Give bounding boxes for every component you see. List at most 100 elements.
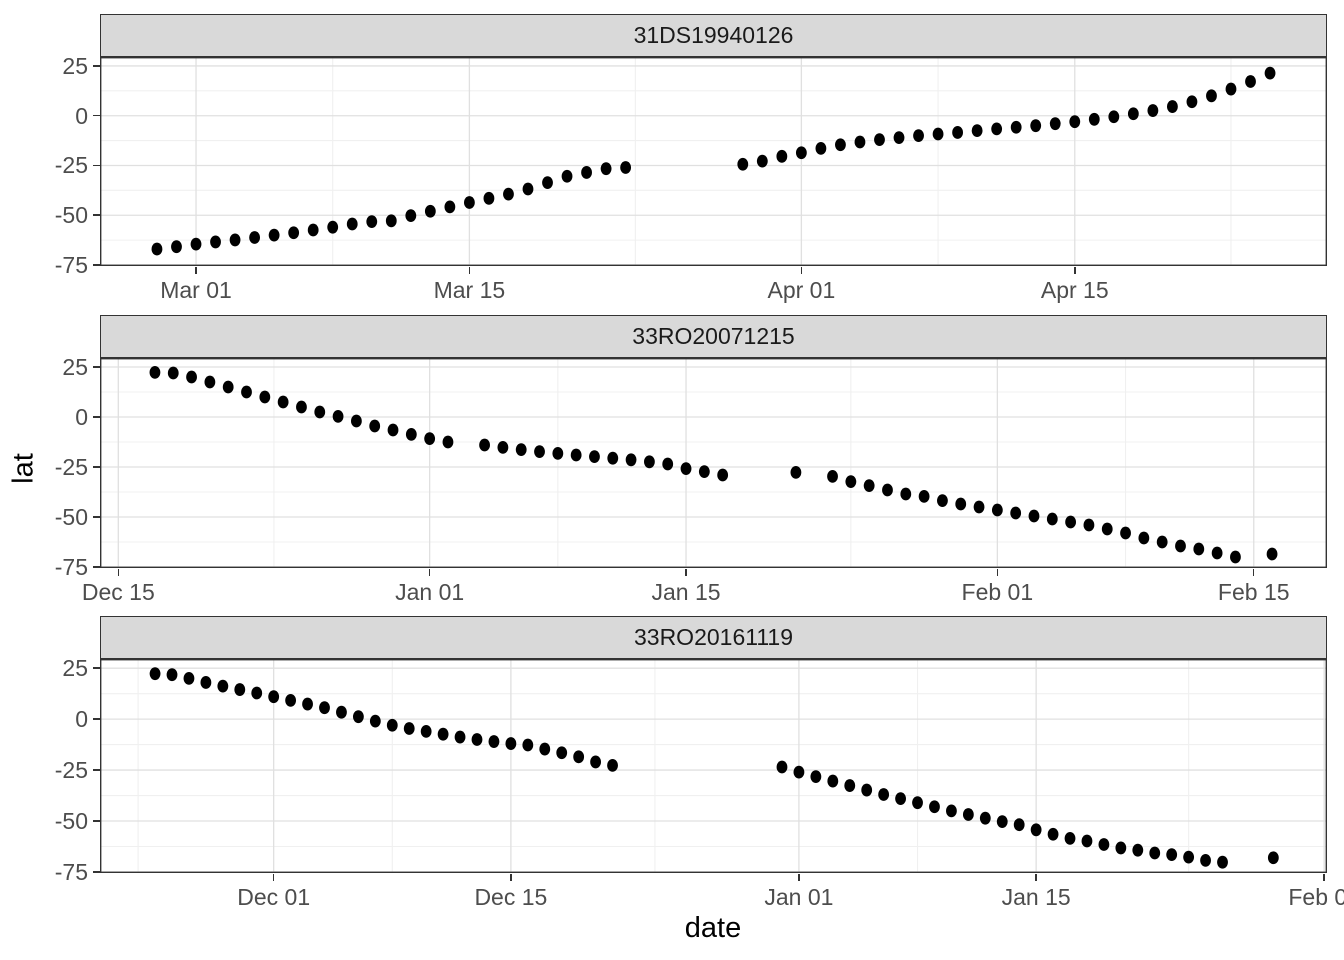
data-point: [327, 220, 339, 234]
data-point: [229, 233, 241, 247]
data-point: [644, 455, 655, 469]
data-point: [497, 441, 509, 454]
facet-plot-area-3: [100, 659, 1327, 873]
data-point: [369, 714, 381, 728]
x-tick-label: Mar 15: [433, 277, 506, 303]
data-point: [973, 500, 985, 514]
data-point: [955, 497, 967, 511]
y-tick-label: 25: [62, 52, 88, 79]
data-point: [991, 503, 1003, 517]
data-point: [810, 770, 822, 783]
y-tick-label: -50: [54, 808, 88, 835]
data-point: [827, 774, 839, 788]
y-tick-mark: [93, 466, 100, 468]
x-tick-label: Apr 15: [1040, 277, 1109, 303]
data-point: [1138, 531, 1150, 545]
data-point: [1217, 855, 1228, 869]
y-tick-label: -50: [54, 202, 88, 229]
data-point: [296, 400, 307, 414]
data-point: [405, 428, 417, 441]
data-point: [1069, 115, 1081, 129]
data-point: [979, 811, 991, 825]
data-point: [403, 722, 415, 735]
x-tick-label: Feb 01: [1288, 884, 1344, 910]
y-tick-mark: [93, 820, 100, 822]
data-point: [285, 693, 297, 707]
data-point: [405, 209, 417, 223]
y-tick-mark: [93, 871, 100, 873]
data-point: [556, 746, 568, 760]
x-tick-label: Feb 15: [1217, 579, 1290, 605]
y-tick-label: -75: [54, 554, 88, 580]
y-tick-mark: [93, 566, 100, 568]
data-point: [424, 432, 436, 445]
data-point: [151, 242, 163, 256]
data-point: [222, 380, 234, 394]
data-point: [918, 490, 930, 503]
data-point: [929, 800, 940, 814]
data-point: [962, 808, 974, 821]
facet-plot-area-2: [100, 358, 1327, 568]
y-tick-label: 0: [75, 404, 88, 430]
data-point: [861, 783, 873, 797]
data-point: [1065, 515, 1077, 529]
data-point: [352, 710, 364, 724]
x-tick-mark: [1074, 267, 1076, 274]
data-point: [503, 187, 514, 201]
data-point: [570, 448, 582, 462]
data-point: [845, 475, 857, 488]
data-point: [1028, 509, 1040, 523]
data-point: [1267, 851, 1279, 865]
data-point: [217, 679, 229, 693]
x-tick-mark: [510, 874, 512, 881]
data-point: [149, 667, 161, 681]
data-point: [900, 487, 912, 501]
data-point: [793, 765, 805, 779]
data-point: [149, 366, 161, 379]
y-tick-mark: [93, 164, 100, 167]
data-point: [1030, 119, 1042, 133]
x-axis-title: date: [684, 912, 742, 944]
data-point: [561, 169, 573, 183]
y-tick-mark: [93, 416, 100, 418]
data-point: [200, 676, 212, 689]
data-point: [573, 750, 585, 764]
data-point: [1147, 104, 1159, 117]
data-point: [542, 176, 553, 189]
data-point: [386, 718, 398, 732]
data-point: [190, 237, 202, 251]
x-tick-label: Apr 01: [767, 277, 836, 303]
data-point: [1120, 526, 1131, 540]
y-tick-mark: [93, 264, 100, 266]
data-point: [874, 133, 885, 147]
data-point: [937, 494, 948, 507]
data-point: [600, 162, 612, 176]
facet-strip-3: 33RO20161119: [100, 616, 1327, 659]
data-point: [277, 395, 289, 409]
data-point: [737, 157, 749, 171]
y-tick-mark: [93, 769, 100, 771]
data-point: [319, 701, 330, 715]
x-tick-label: Jan 15: [1001, 884, 1071, 910]
x-tick-label: Jan 01: [764, 884, 834, 910]
data-point: [1183, 850, 1195, 864]
data-point: [620, 161, 632, 174]
y-tick-mark: [93, 366, 100, 368]
x-tick-mark: [468, 267, 471, 274]
data-point: [210, 235, 221, 249]
facet-plot-area-1: [100, 57, 1327, 266]
data-point: [552, 447, 564, 460]
data-point: [424, 204, 436, 218]
panel-border: [100, 659, 1327, 873]
data-point: [515, 443, 527, 456]
data-point: [913, 129, 924, 143]
data-point: [607, 451, 619, 465]
data-point: [878, 788, 890, 801]
y-tick-label: -75: [54, 252, 88, 278]
data-point: [717, 468, 729, 482]
data-point: [1206, 89, 1217, 103]
data-point: [835, 138, 846, 152]
data-point: [589, 450, 600, 463]
data-point: [1167, 100, 1178, 113]
